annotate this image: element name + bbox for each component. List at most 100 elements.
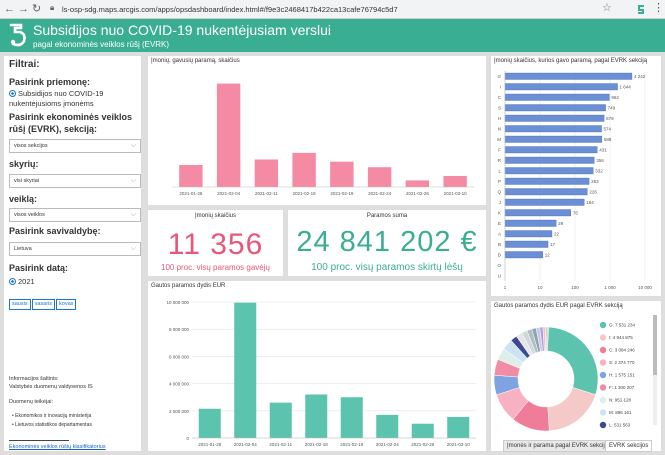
amount-chart-title: Gautos paramos dydis EUR xyxy=(151,283,226,289)
back-icon[interactable]: ← xyxy=(4,3,15,15)
data-source-title: Informacijos šaltinis: xyxy=(9,376,59,382)
x-tick-label: 100 xyxy=(571,285,579,290)
bar xyxy=(305,394,328,438)
month-buttons: sausis vasaris kovas xyxy=(9,292,77,310)
y-tick-label: N xyxy=(498,126,501,131)
bar xyxy=(504,219,557,227)
legend-label: F: 1 300 207 xyxy=(609,385,635,390)
amount-chart-panel: Gautos paramos dydis EUR 0 2 000 000 4 000… xyxy=(147,280,487,452)
data-label: 12 xyxy=(545,252,551,257)
month-button-sausis[interactable]: sausis xyxy=(9,299,31,310)
bar xyxy=(447,416,470,438)
tab-companies-support[interactable]: Įmonės ir parama pagal EVRK sekciją xyxy=(503,440,613,452)
legend-swatch xyxy=(599,384,607,391)
y-tick-label: U xyxy=(498,273,501,278)
y-tick-label: J xyxy=(499,200,501,205)
y-tick-label: H xyxy=(498,116,501,121)
activity-label: veiklą: xyxy=(9,194,38,204)
bar xyxy=(330,161,354,187)
classifier-link[interactable]: Ekonominės veiklos rūšių klasifikatorius xyxy=(9,444,106,450)
y-tick-label: 4 000 000 xyxy=(169,382,190,387)
sum-kpi-value: 24 841 202 € xyxy=(296,226,478,258)
forward-icon[interactable]: → xyxy=(18,3,29,15)
legend-swatch xyxy=(599,421,607,429)
x-tick-label: 2021-02-04 xyxy=(234,442,258,447)
y-tick-label: P xyxy=(498,179,501,184)
provider-item: • Ekonomikos ir inovacijų ministerija xyxy=(12,413,92,419)
bar xyxy=(504,135,603,143)
y-tick-label: O xyxy=(497,263,501,268)
bar xyxy=(504,209,571,217)
x-tick-label: 2021-02-26 xyxy=(406,191,430,196)
evrk-companies-panel: Įmonių skaičius, kurios gavo paramą, pag… xyxy=(490,55,662,297)
bar xyxy=(504,83,618,91)
legend-swatch xyxy=(599,409,607,416)
y-tick-label: B xyxy=(498,242,501,247)
municipality-select-value: Lietuva xyxy=(14,246,32,252)
x-tick-label: 2021-03-10 xyxy=(444,191,468,196)
measure-label: Pasirink priemonę: xyxy=(9,77,91,87)
bar xyxy=(504,240,549,248)
companies-chart: 2021-01-28 2021-02-04 2021-02-11 2021-02-18… xyxy=(172,83,474,196)
x-tick-label: 2021-02-26 xyxy=(411,442,435,447)
chevron-down-icon: ⌵ xyxy=(130,245,136,252)
bar xyxy=(198,408,221,438)
date-radio[interactable]: 2021 xyxy=(9,277,35,287)
page-title: Subsidijos nuo COVID-19 nukentėjusiam ve… xyxy=(33,22,332,38)
y-tick-label: 6 000 000 xyxy=(169,354,190,359)
data-label: 749 xyxy=(608,105,616,110)
tab-evrk-sections[interactable]: EVRK sekcijos xyxy=(605,440,653,452)
legend-label: C: 3 084 246 xyxy=(609,348,635,353)
evrk-label: Pasirink ekonominės veiklos rūšį (EVRK),… xyxy=(9,112,133,134)
provider-item: • Lietuvos statistikos departamentas xyxy=(12,422,92,428)
evrk-amount-title: Gautos paramos dydis EUR pagal EVRK sekc… xyxy=(494,303,623,309)
measure-radio[interactable]: Subsidijos nuo COVID-19 nukentėjusioms į… xyxy=(9,89,137,109)
legend-label: S: 2 374 770 xyxy=(609,360,635,365)
bar xyxy=(443,176,467,187)
legend-label: N: 951 128 xyxy=(609,398,632,403)
y-tick-label: L xyxy=(498,168,501,173)
municipality-select[interactable]: Lietuva ⌵ xyxy=(9,242,141,256)
bookmark-star-icon[interactable]: ☆ xyxy=(602,2,612,14)
legend-swatch xyxy=(599,359,607,366)
bar xyxy=(504,125,602,133)
bar xyxy=(504,188,588,196)
evrk-select[interactable]: visos sekcijos ⌵ xyxy=(9,139,141,153)
evrk-companies-title: Įmonių skaičius, kurios gavo paramą, pag… xyxy=(494,58,648,64)
data-label: 17 xyxy=(550,242,556,247)
data-label: 4 242 xyxy=(634,74,646,79)
bar xyxy=(340,397,363,438)
sum-kpi-title: Paramos suma xyxy=(366,213,408,219)
bar xyxy=(504,177,590,185)
month-button-vasaris[interactable]: vasaris xyxy=(31,299,56,310)
activity-select[interactable]: visos veiklos ⌵ xyxy=(9,208,141,222)
providers-title: Duomenų teikėjai: xyxy=(9,399,54,405)
y-tick-label: C xyxy=(498,95,502,100)
pie-slice xyxy=(546,326,549,352)
chevron-down-icon: ⌵ xyxy=(130,177,136,184)
x-tick-label: 2021-01-28 xyxy=(198,442,222,447)
month-button-kovas[interactable]: kovas xyxy=(56,299,77,310)
bar xyxy=(367,167,392,187)
bar xyxy=(504,251,543,259)
branch-select[interactable]: visi skyriai ⌵ xyxy=(9,174,141,188)
bar xyxy=(254,159,279,187)
browser-menu-icon[interactable]: ⋮ xyxy=(653,2,664,14)
branch-label: skyrių: xyxy=(9,159,39,169)
y-tick-label: F xyxy=(498,147,501,152)
pie-slice xyxy=(547,387,596,432)
extension-icon[interactable] xyxy=(636,3,646,15)
y-tick-label: Q xyxy=(497,189,501,194)
address-bar[interactable]: ls-osp-sdg.maps.arcgis.com/apps/opsdashb… xyxy=(62,5,398,14)
y-tick-label: E xyxy=(498,221,501,226)
evrk-companies-chart: 1 10 100 1 000 10 000 G 4 242 I 1 644 C 962 S 749 H 67… xyxy=(497,71,652,290)
legend-label: H: 1 575 151 xyxy=(609,373,635,378)
y-tick-label: R xyxy=(498,158,502,163)
x-tick-label: 1 xyxy=(504,285,507,290)
radio-selected-icon[interactable] xyxy=(9,278,16,285)
radio-selected-icon[interactable] xyxy=(9,90,16,97)
x-tick-label: 2021-02-19 xyxy=(330,191,354,196)
bar xyxy=(504,167,594,175)
measure-option-label: Subsidijos nuo COVID-19 nukentėjusioms į… xyxy=(9,89,104,108)
reload-icon[interactable]: ↻ xyxy=(32,3,42,15)
